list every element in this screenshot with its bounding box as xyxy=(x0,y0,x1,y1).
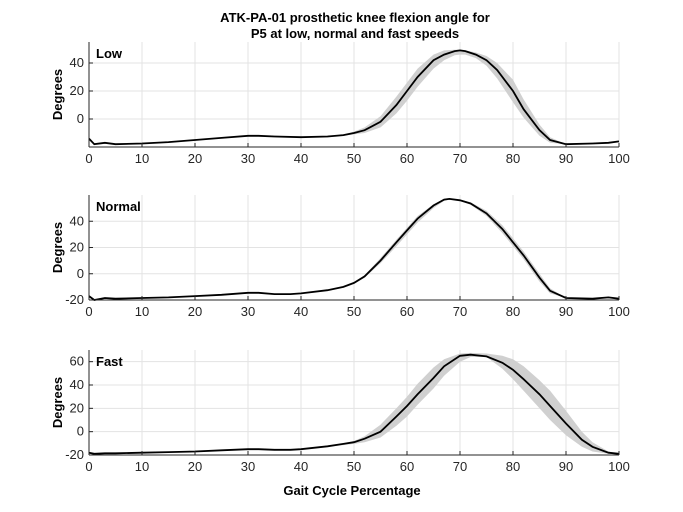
x-tick-label: 60 xyxy=(400,151,414,166)
x-tick-label: 90 xyxy=(559,459,573,474)
mean-line xyxy=(88,49,620,146)
y-tick-label: 40 xyxy=(70,213,84,228)
x-tick-label: 100 xyxy=(608,459,630,474)
y-tick-label: 20 xyxy=(70,83,84,98)
subplot-normal: 0 10 20 30 40 50 60 70 80 90 100-2002040DegreesNor… xyxy=(50,195,630,319)
x-tick-label: 10 xyxy=(135,459,149,474)
x-tick-label: 60 xyxy=(400,459,414,474)
x-tick-label: 90 xyxy=(559,151,573,166)
y-tick-label: 20 xyxy=(70,240,84,255)
x-tick-label: 70 xyxy=(453,459,467,474)
y-tick-label: -20 xyxy=(65,447,84,462)
x-tick-label: 80 xyxy=(506,151,520,166)
y-axis-label: Degrees xyxy=(50,377,65,428)
y-tick-label: 60 xyxy=(70,354,84,369)
x-tick-label: 70 xyxy=(453,304,467,319)
x-tick-label: 0 xyxy=(85,459,92,474)
mean-line xyxy=(88,197,620,301)
x-tick-label: 50 xyxy=(347,459,361,474)
x-tick-label: 70 xyxy=(453,151,467,166)
x-tick-label: 20 xyxy=(188,459,202,474)
y-axis-label: Degrees xyxy=(50,222,65,273)
x-tick-label: 100 xyxy=(608,151,630,166)
panel-label-low: Low xyxy=(96,46,123,61)
chart-title-line-1: ATK-PA-01 prosthetic knee flexion angle … xyxy=(220,10,490,25)
x-tick-label: 20 xyxy=(188,151,202,166)
x-tick-label: 30 xyxy=(241,304,255,319)
x-tick-label: 50 xyxy=(347,304,361,319)
std-band xyxy=(89,49,619,145)
y-tick-label: 20 xyxy=(70,400,84,415)
x-tick-label: 30 xyxy=(241,459,255,474)
x-tick-label: 80 xyxy=(506,304,520,319)
panel-label-normal: Normal xyxy=(96,199,141,214)
x-tick-label: 90 xyxy=(559,304,573,319)
x-tick-label: 10 xyxy=(135,304,149,319)
x-axis-label: Gait Cycle Percentage xyxy=(283,483,420,498)
x-tick-label: 0 xyxy=(85,304,92,319)
y-tick-label: 0 xyxy=(77,111,84,126)
mean-line xyxy=(88,353,620,455)
x-tick-label: 20 xyxy=(188,304,202,319)
x-tick-label: 30 xyxy=(241,151,255,166)
panel-label-fast: Fast xyxy=(96,354,123,369)
x-tick-label: 100 xyxy=(608,304,630,319)
x-tick-label: 40 xyxy=(294,304,308,319)
x-tick-label: 0 xyxy=(85,151,92,166)
y-tick-label: 0 xyxy=(77,424,84,439)
y-tick-label: -20 xyxy=(65,292,84,307)
x-tick-label: 50 xyxy=(347,151,361,166)
x-tick-label: 40 xyxy=(294,151,308,166)
y-axis-label: Degrees xyxy=(50,69,65,120)
x-tick-label: 80 xyxy=(506,459,520,474)
y-tick-label: 40 xyxy=(70,55,84,70)
x-tick-label: 10 xyxy=(135,151,149,166)
subplot-fast: 0 10 20 30 40 50 60 70 80 90 100-200204060DegreesF… xyxy=(50,350,630,474)
y-tick-label: 40 xyxy=(70,377,84,392)
y-tick-label: 0 xyxy=(77,266,84,281)
x-tick-label: 60 xyxy=(400,304,414,319)
chart-title-line-2: P5 at low, normal and fast speeds xyxy=(251,26,459,41)
subplot-low: 0 10 20 30 40 50 60 70 80 90 100 0 20 40 Degrees Low xyxy=(50,42,630,166)
x-tick-label: 40 xyxy=(294,459,308,474)
